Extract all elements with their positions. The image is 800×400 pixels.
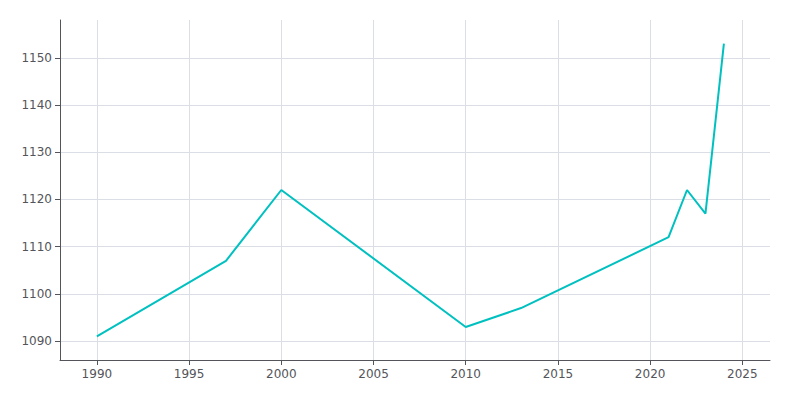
svg-text:2010: 2010	[450, 367, 481, 381]
svg-text:1150: 1150	[21, 51, 52, 65]
svg-text:2015: 2015	[543, 367, 574, 381]
svg-text:2020: 2020	[635, 367, 666, 381]
svg-text:1130: 1130	[21, 145, 52, 159]
svg-text:1110: 1110	[21, 240, 52, 254]
svg-text:1990: 1990	[82, 367, 113, 381]
svg-text:1100: 1100	[21, 287, 52, 301]
svg-text:1090: 1090	[21, 334, 52, 348]
svg-text:1140: 1140	[21, 98, 52, 112]
svg-text:2005: 2005	[358, 367, 389, 381]
svg-text:1120: 1120	[21, 192, 52, 206]
svg-text:2025: 2025	[727, 367, 758, 381]
svg-text:2000: 2000	[266, 367, 297, 381]
svg-text:1995: 1995	[174, 367, 205, 381]
